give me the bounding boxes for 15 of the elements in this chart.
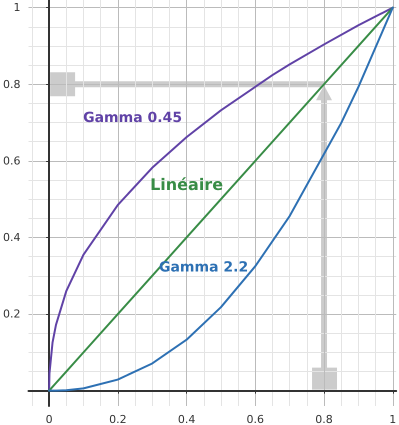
y-tick-label: 0.2	[2, 308, 20, 321]
series-label: Gamma 0.45	[83, 110, 182, 126]
x-tick-label: 0	[46, 413, 53, 425]
y-tick-label: 0.8	[2, 78, 20, 91]
x-tick-label: 0.8	[315, 413, 333, 425]
series-label: Linéaire	[150, 174, 224, 194]
x-tick-label: 1	[389, 413, 396, 425]
y-tick-label: 1	[13, 1, 20, 14]
x-tick-label: 0.4	[178, 413, 196, 425]
line-series	[48, 6, 394, 392]
series-label: Gamma 2.2	[158, 260, 248, 276]
y-tick-label: 0.6	[2, 154, 20, 168]
x-tick-label: 0.2	[109, 413, 127, 425]
y-tick-label: 0.4	[2, 230, 20, 244]
x-tick-label: 0.6	[246, 413, 264, 425]
